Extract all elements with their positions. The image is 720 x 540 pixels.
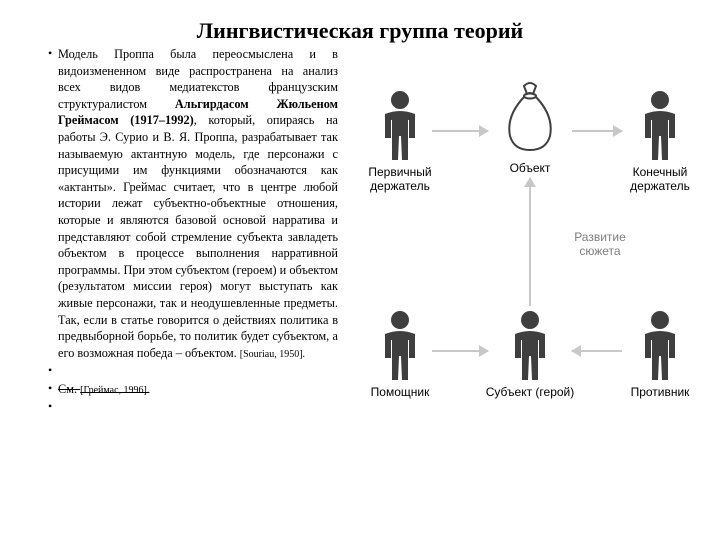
- actor-opponent: Противник: [620, 310, 700, 400]
- text-column: • Модель Проппа была переосмыслена и в в…: [48, 46, 338, 417]
- bullet-item-3: • См. [Греймас, 1996].: [48, 381, 338, 398]
- person-icon: [505, 310, 555, 382]
- bullet-item-2: •: [48, 363, 338, 379]
- struck-pre: См.: [58, 382, 80, 396]
- paragraph-main: Модель Проппа была переосмыслена и в вид…: [58, 46, 338, 361]
- arrow-vertical: [529, 178, 531, 306]
- bullet-item-4: •: [48, 399, 338, 415]
- arrow-bot-right: [572, 350, 622, 352]
- label-helper: Помощник: [360, 386, 440, 400]
- label-object: Объект: [500, 161, 560, 175]
- para-post: , который, опираясь на работы Э. Сурио и…: [58, 113, 338, 359]
- bullet-dot: •: [48, 46, 58, 62]
- citation-2: [Греймас, 1996].: [80, 385, 149, 396]
- sack-icon: [500, 80, 560, 152]
- person-icon: [635, 310, 685, 382]
- actor-helper: Помощник: [360, 310, 440, 400]
- bullet-dot: •: [48, 381, 58, 397]
- label-receiver: Конечныйдержатель: [620, 166, 700, 194]
- label-opponent: Противник: [620, 386, 700, 400]
- arrow-top-right: [572, 130, 622, 132]
- bullet-dot: •: [48, 363, 58, 379]
- actor-receiver: Конечныйдержатель: [620, 90, 700, 194]
- side-label-plot: Развитиесюжета: [560, 230, 640, 259]
- citation-1: [Souriau, 1950].: [240, 349, 305, 360]
- person-icon: [375, 90, 425, 162]
- bullet-dot: •: [48, 399, 58, 415]
- page-title: Лингвистическая группа теорий: [0, 18, 720, 44]
- struck-line: См. [Греймас, 1996].: [58, 381, 338, 398]
- label-subject: Субъект (герой): [472, 386, 588, 400]
- arrow-top-left: [432, 130, 488, 132]
- actor-subject: Субъект (герой): [490, 310, 570, 400]
- actant-diagram: Первичныйдержатель Объект Конечныйдержат…: [360, 80, 700, 440]
- arrow-bot-left: [432, 350, 488, 352]
- node-object: Объект: [500, 80, 560, 175]
- person-icon: [375, 310, 425, 382]
- label-sender: Первичныйдержатель: [360, 166, 440, 194]
- person-icon: [635, 90, 685, 162]
- bullet-item-1: • Модель Проппа была переосмыслена и в в…: [48, 46, 338, 361]
- actor-sender: Первичныйдержатель: [360, 90, 440, 194]
